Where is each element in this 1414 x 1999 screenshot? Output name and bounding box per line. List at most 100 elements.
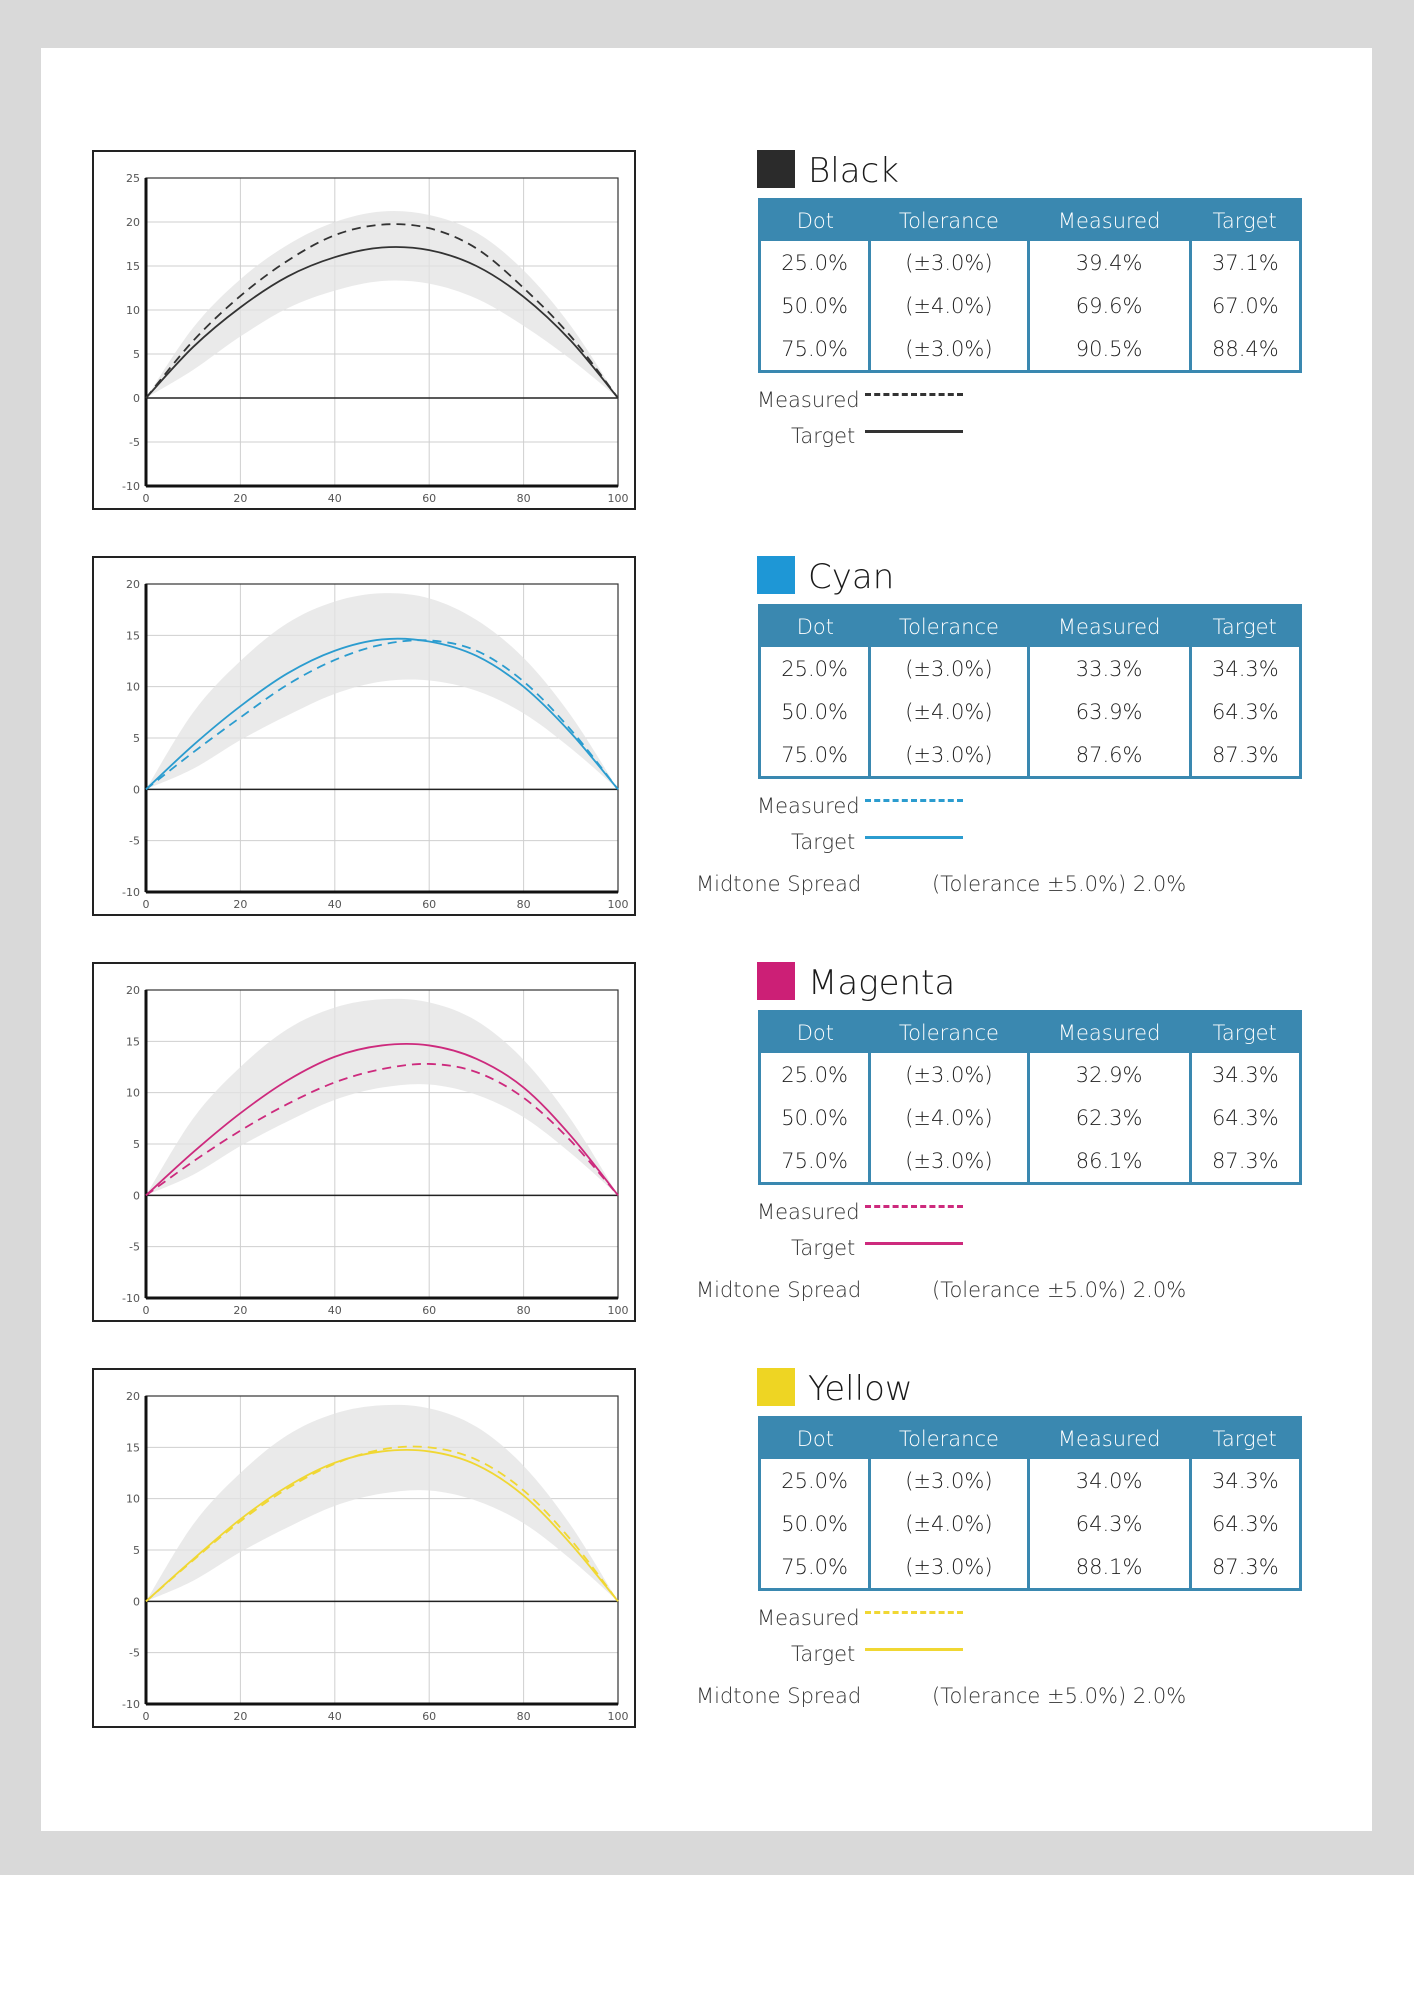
- y-tick-label: -10: [122, 1698, 140, 1711]
- legend-measured-line: [865, 799, 963, 802]
- data-table: Dot Tolerance Measured Target 25.0% (±3.…: [758, 1010, 1302, 1185]
- table-header-row: Dot Tolerance Measured Target: [759, 1011, 1301, 1053]
- cell-target: 88.4%: [1188, 327, 1301, 372]
- cell-dot: 75.0%: [781, 336, 848, 361]
- table-row: 50.0% (±4.0%) 64.3% 64.3%: [760, 1502, 1301, 1545]
- legend-measured-label: Measured: [757, 388, 860, 412]
- y-tick-label: 15: [126, 1035, 140, 1048]
- cell-tolerance: (±4.0%): [868, 1096, 1029, 1139]
- cell-target: 87.3%: [1188, 733, 1301, 778]
- cell-tolerance: (±3.0%): [868, 647, 1029, 690]
- header-tolerance: Tolerance: [869, 1011, 1029, 1053]
- table-row: 25.0% (±3.0%) 39.4% 37.1%: [760, 241, 1301, 284]
- x-tick-label: 60: [422, 1304, 436, 1317]
- table-header-row: Dot Tolerance Measured Target: [759, 1417, 1301, 1459]
- tolerance-band: [146, 593, 618, 790]
- legend-measured-label: Measured: [757, 1200, 860, 1224]
- cell-dot: 50.0%: [781, 1511, 848, 1536]
- cell-tolerance: (±3.0%): [868, 733, 1029, 778]
- cell-target: 64.3%: [1188, 690, 1301, 733]
- cell-dot: 50.0%: [781, 699, 848, 724]
- header-target: Target: [1190, 605, 1301, 647]
- x-tick-label: 100: [608, 492, 629, 505]
- cell-target: 64.3%: [1188, 1502, 1301, 1545]
- table-row: 25.0% (±3.0%) 32.9% 34.3%: [760, 1053, 1301, 1096]
- target-series-line: [145, 1043, 619, 1196]
- midtone-spread-label: Midtone Spread: [696, 872, 862, 896]
- y-tick-label: 5: [133, 732, 140, 745]
- data-table: Dot Tolerance Measured Target 25.0% (±3.…: [758, 604, 1302, 779]
- midtone-spread-value: (Tolerance ±5.0%) 2.0%: [932, 1278, 1187, 1302]
- cell-measured: 32.9%: [1026, 1053, 1191, 1096]
- x-tick-label: 0: [143, 1304, 150, 1317]
- x-tick-label: 100: [608, 1304, 629, 1317]
- cell-tolerance: (±4.0%): [868, 690, 1029, 733]
- tolerance-band: [146, 998, 618, 1196]
- legend-measured-label: Measured: [757, 794, 860, 818]
- y-tick-label: 5: [133, 1544, 140, 1557]
- midtone-spread-label: Midtone Spread: [696, 1684, 862, 1708]
- cell-tolerance: (±3.0%): [868, 1545, 1029, 1590]
- cell-dot: 75.0%: [781, 742, 848, 767]
- target-series-line: [145, 246, 619, 399]
- cell-tolerance: (±4.0%): [868, 284, 1029, 327]
- cell-dot: 50.0%: [781, 1105, 848, 1130]
- x-tick-label: 0: [143, 1710, 150, 1723]
- y-tick-label: 10: [126, 1087, 140, 1100]
- x-tick-label: 20: [233, 1304, 247, 1317]
- table-row: 25.0% (±3.0%) 33.3% 34.3%: [760, 647, 1301, 690]
- tolerance-band: [146, 211, 618, 398]
- x-tick-label: 20: [233, 898, 247, 911]
- header-target: Target: [1190, 1011, 1301, 1053]
- cell-tolerance: (±3.0%): [868, 241, 1029, 284]
- cell-measured: 86.1%: [1026, 1139, 1191, 1184]
- x-tick-label: 80: [517, 898, 531, 911]
- magenta-swatch: [757, 962, 795, 1000]
- cell-target: 87.3%: [1188, 1139, 1301, 1184]
- x-tick-label: 80: [517, 1710, 531, 1723]
- y-tick-label: 0: [133, 392, 140, 405]
- header-dot: Dot: [759, 199, 870, 241]
- y-tick-label: 25: [126, 172, 140, 185]
- y-tick-label: -5: [129, 1647, 140, 1660]
- table-row: 50.0% (±4.0%) 62.3% 64.3%: [760, 1096, 1301, 1139]
- legend-target-label: Target: [791, 1236, 856, 1260]
- header-dot: Dot: [759, 605, 870, 647]
- cell-measured: 69.6%: [1026, 284, 1191, 327]
- cell-measured: 39.4%: [1026, 241, 1191, 284]
- black-swatch: [757, 150, 795, 188]
- legend-target-line: [865, 1242, 963, 1245]
- x-tick-label: 100: [608, 898, 629, 911]
- midtone-spread-label: Midtone Spread: [696, 1278, 862, 1302]
- cell-target: 64.3%: [1188, 1096, 1301, 1139]
- table-header-row: Dot Tolerance Measured Target: [759, 199, 1301, 241]
- section-title: Cyan: [808, 557, 895, 597]
- section-title: Magenta: [808, 963, 956, 1003]
- header-dot: Dot: [759, 1417, 870, 1459]
- header-target: Target: [1190, 1417, 1301, 1459]
- cell-dot: 75.0%: [781, 1148, 848, 1173]
- y-tick-label: 20: [126, 216, 140, 229]
- y-tick-label: 0: [133, 1189, 140, 1202]
- y-tick-label: 0: [133, 1595, 140, 1608]
- cell-dot: 25.0%: [781, 250, 848, 275]
- cell-measured: 64.3%: [1026, 1502, 1191, 1545]
- legend-target-label: Target: [791, 830, 856, 854]
- y-tick-label: 15: [126, 260, 140, 273]
- y-tick-label: 10: [126, 304, 140, 317]
- cell-measured: 34.0%: [1026, 1459, 1191, 1502]
- x-tick-label: 40: [328, 1304, 342, 1317]
- cell-dot: 25.0%: [781, 656, 848, 681]
- x-tick-label: 60: [422, 492, 436, 505]
- header-measured: Measured: [1028, 1417, 1191, 1459]
- table-row: 50.0% (±4.0%) 69.6% 67.0%: [760, 284, 1301, 327]
- y-tick-label: -10: [122, 1292, 140, 1305]
- cell-dot: 75.0%: [781, 1554, 848, 1579]
- cell-target: 34.3%: [1188, 1459, 1301, 1502]
- data-table: Dot Tolerance Measured Target 25.0% (±3.…: [758, 1416, 1302, 1591]
- x-tick-label: 40: [328, 1710, 342, 1723]
- cell-target: 34.3%: [1188, 647, 1301, 690]
